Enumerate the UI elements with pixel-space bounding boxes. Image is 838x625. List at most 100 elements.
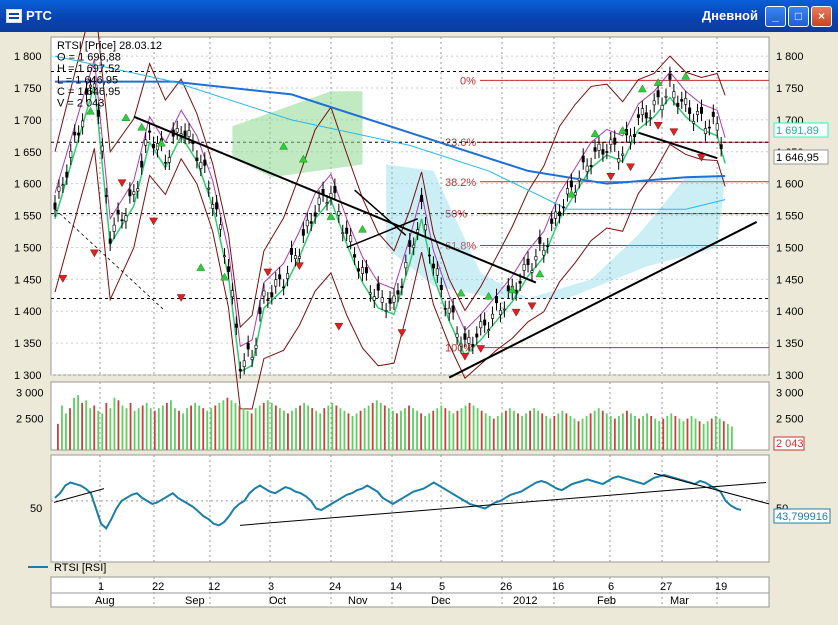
price-y-tick: 1 650 bbox=[14, 147, 42, 159]
candle-body bbox=[305, 219, 309, 227]
volume-bar bbox=[404, 408, 406, 450]
volume-y-tick-right: 3 000 bbox=[776, 387, 804, 399]
volume-bar bbox=[287, 413, 289, 450]
date-label: 5 bbox=[439, 581, 445, 593]
candle-body bbox=[439, 284, 443, 291]
volume-bar bbox=[125, 408, 128, 450]
volume-bar bbox=[359, 410, 362, 450]
buy-signal-arrow bbox=[484, 291, 494, 300]
candle-body bbox=[605, 151, 609, 153]
volume-bar bbox=[537, 410, 540, 450]
minimize-button[interactable]: _ bbox=[765, 6, 786, 27]
candle-body bbox=[120, 219, 124, 222]
volume-bar bbox=[311, 408, 314, 450]
candle-body bbox=[116, 209, 120, 215]
price-header-line: RTSI [Price] 28.03.12 bbox=[57, 40, 162, 52]
date-label: 14 bbox=[390, 581, 402, 593]
volume-bar bbox=[262, 402, 265, 450]
candle-body bbox=[183, 130, 187, 137]
legend-label: RTSI [RSI] bbox=[54, 562, 106, 574]
candle-body bbox=[648, 117, 652, 119]
candle-body bbox=[301, 229, 305, 236]
candle-body bbox=[136, 188, 140, 192]
volume-bar bbox=[105, 402, 108, 450]
candle-body bbox=[85, 88, 89, 95]
volume-y-tick: 2 500 bbox=[16, 414, 44, 426]
candle-body bbox=[585, 165, 589, 172]
candle-body bbox=[660, 105, 664, 111]
price-header-line: O = 1 696,88 bbox=[57, 52, 121, 64]
volume-bar bbox=[85, 400, 88, 450]
volume-bar bbox=[460, 408, 463, 450]
volume-bars bbox=[57, 395, 733, 450]
volume-bar bbox=[391, 410, 394, 450]
volume-bar bbox=[214, 405, 217, 450]
candle-body bbox=[372, 296, 376, 301]
buy-signal-arrow bbox=[86, 106, 95, 115]
volume-bar bbox=[113, 397, 116, 450]
volume-y-tick: 3 000 bbox=[16, 387, 44, 399]
volume-bar bbox=[464, 405, 467, 450]
candle-body bbox=[483, 319, 487, 326]
buy-signal-arrow bbox=[681, 71, 691, 80]
candle-body bbox=[211, 204, 215, 209]
buy-signal-arrow bbox=[456, 288, 466, 297]
candle-body bbox=[668, 74, 672, 80]
candle-body bbox=[715, 123, 719, 131]
sell-signal-arrow bbox=[669, 128, 679, 137]
secondary-price-label: 1 691,89 bbox=[776, 125, 819, 137]
moving-average-long bbox=[54, 55, 726, 210]
candle-body bbox=[629, 135, 633, 143]
price-y-tick-right: 1 600 bbox=[776, 179, 804, 191]
candle-body bbox=[337, 210, 341, 216]
price-y-tick: 1 600 bbox=[14, 179, 42, 191]
volume-bar bbox=[670, 413, 673, 450]
candle-body bbox=[230, 290, 234, 298]
candle-body bbox=[270, 292, 274, 298]
volume-bar bbox=[238, 405, 241, 450]
volume-bar bbox=[702, 423, 705, 450]
candle-body bbox=[550, 218, 554, 224]
candle-body bbox=[238, 368, 242, 372]
volume-bar bbox=[541, 413, 544, 450]
volume-bar bbox=[686, 418, 689, 450]
candle-body bbox=[427, 254, 431, 257]
candle-body bbox=[443, 308, 447, 310]
maximize-button[interactable]: □ bbox=[788, 6, 809, 27]
volume-bar bbox=[694, 418, 697, 450]
candle-body bbox=[100, 145, 104, 152]
date-label: 24 bbox=[329, 581, 341, 593]
volume-bar bbox=[153, 410, 156, 450]
candle-body bbox=[144, 139, 148, 146]
volume-bar bbox=[109, 408, 112, 450]
date-axis-pane bbox=[50, 576, 770, 608]
volume-bar bbox=[194, 402, 197, 450]
sell-signal-arrow bbox=[606, 173, 616, 181]
candle-body bbox=[538, 236, 542, 244]
candle-body bbox=[680, 99, 684, 102]
candle-body bbox=[152, 143, 156, 149]
month-label: Mar bbox=[670, 595, 689, 607]
date-label: 22 bbox=[152, 581, 164, 593]
volume-bar bbox=[706, 421, 709, 450]
candle-body bbox=[404, 261, 408, 269]
candle-body bbox=[199, 162, 203, 169]
volume-bar bbox=[202, 408, 205, 450]
candle-body bbox=[65, 171, 69, 178]
volume-bar bbox=[379, 402, 382, 450]
sell-signal-arrow bbox=[176, 294, 186, 302]
title-bar[interactable]: РТС Дневной _ □ × bbox=[0, 0, 838, 32]
candle-body bbox=[325, 202, 329, 204]
volume-bar bbox=[133, 410, 136, 450]
month-label: Dec bbox=[431, 595, 451, 607]
rsi-trendline bbox=[653, 472, 770, 505]
volume-bar bbox=[198, 405, 201, 450]
candle-body bbox=[494, 296, 498, 304]
close-button[interactable]: × bbox=[811, 6, 832, 27]
volume-bar bbox=[218, 402, 221, 450]
volume-bar bbox=[529, 410, 531, 450]
trendline bbox=[133, 115, 537, 284]
candle-body bbox=[388, 298, 392, 304]
